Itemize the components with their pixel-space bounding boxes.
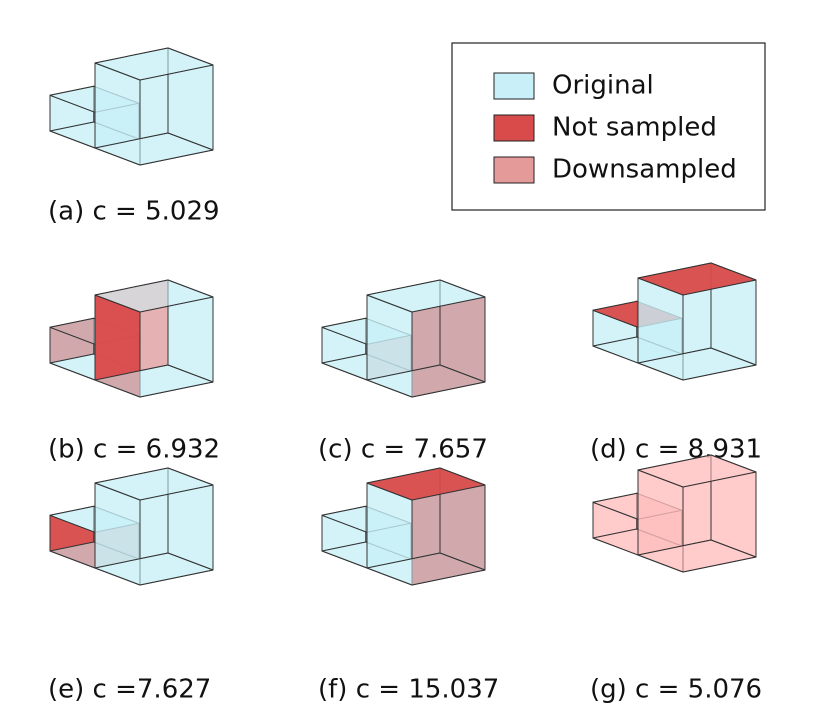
caption: (b) c = 6.932 [48,435,220,465]
shape [321,279,486,398]
caption: (a) c = 5.029 [48,197,220,227]
shape [321,467,486,586]
face [94,47,214,81]
legend-swatch [493,114,535,142]
face [94,364,214,398]
caption: (d) c = 8.931 [590,435,762,465]
face [637,347,757,381]
legend-swatch [493,72,535,100]
legend-swatch [493,156,535,184]
caption: (g) c = 5.076 [590,675,762,705]
caption: (f) c = 15.037 [318,675,499,705]
shape [592,262,757,381]
face [637,454,757,488]
face [94,552,214,586]
legend-label: Downsampled [552,155,737,185]
legend-label: Not sampled [552,113,717,143]
face [637,539,757,573]
caption: (c) c = 7.657 [318,435,488,465]
face [366,364,486,398]
face [366,279,486,313]
face [366,467,486,501]
shape [49,47,214,166]
legend-label: Original [552,71,654,101]
face [94,132,214,166]
shape [592,454,757,573]
face [366,552,486,586]
legend-box [451,42,766,211]
face [94,467,214,501]
face [637,262,757,296]
shape [49,279,214,398]
shape [49,467,214,586]
caption: (e) c =7.627 [48,675,211,705]
face [94,279,214,313]
